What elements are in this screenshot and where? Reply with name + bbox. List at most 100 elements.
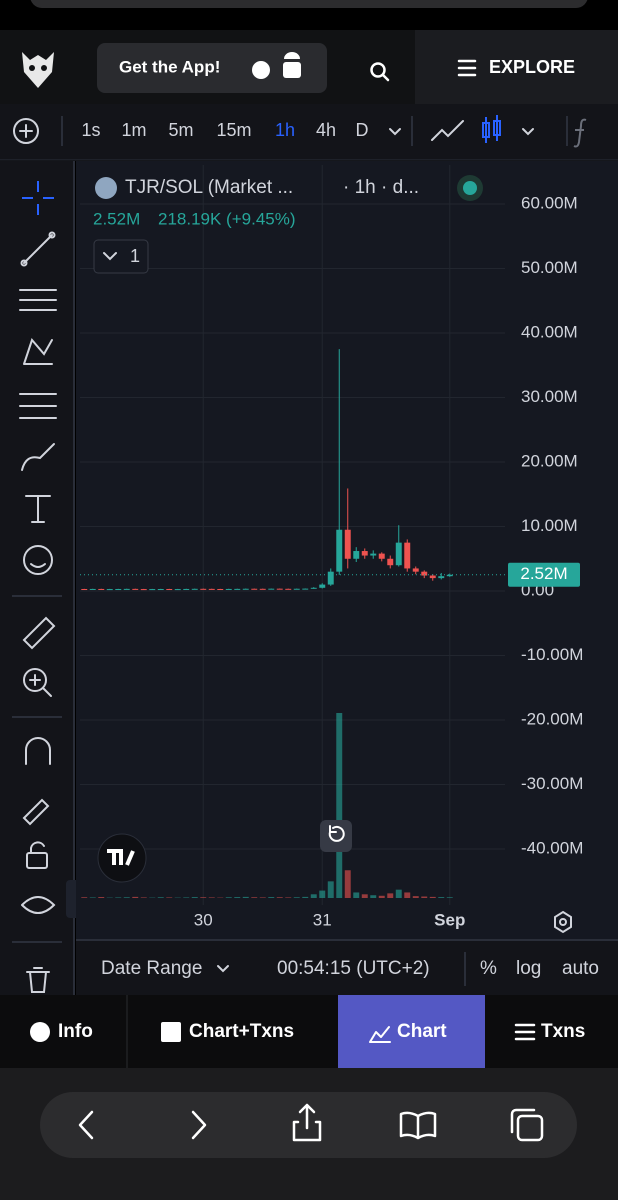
chevron: [217, 965, 229, 973]
share-button[interactable]: [292, 1103, 322, 1142]
search-icon[interactable]: [370, 62, 390, 82]
volume-bar: [446, 897, 453, 898]
volume-bar: [378, 895, 385, 898]
interval-button[interactable]: 1s: [81, 120, 100, 140]
volume-bar: [310, 894, 317, 898]
fib-tool[interactable]: [19, 289, 57, 311]
indicators-toggle[interactable]: [93, 239, 149, 274]
date-range[interactable]: Date Range: [101, 958, 202, 979]
y-tick-label: -10.00M: [521, 645, 583, 664]
bookmarks-button[interactable]: [399, 1111, 437, 1140]
interval-button[interactable]: 4h: [316, 120, 336, 140]
volume-bar: [438, 897, 445, 898]
magnet-tool[interactable]: [25, 737, 51, 765]
pattern-tool[interactable]: [23, 338, 53, 365]
interval-dropdown[interactable]: [389, 128, 401, 136]
legend-change: 218.19K (+9.45%): [158, 209, 296, 228]
chart-txns-icon: [161, 1022, 181, 1042]
candle-body: [234, 588, 241, 590]
volume-bar: [361, 894, 368, 898]
line-style-icon[interactable]: [431, 120, 464, 141]
volume-bar: [293, 897, 300, 898]
add-indicator[interactable]: [13, 118, 39, 144]
candle-body: [132, 588, 139, 590]
zoom-tool[interactable]: [23, 668, 52, 697]
y-tick-label: 40.00M: [521, 323, 578, 342]
candle-body: [319, 584, 326, 588]
interval-button[interactable]: 1h: [275, 120, 295, 140]
get-app-button[interactable]: [97, 43, 327, 93]
candle-style-icon[interactable]: [482, 115, 501, 143]
volume-bar: [157, 897, 164, 898]
y-tick-label: -40.00M: [521, 838, 583, 857]
explore-button[interactable]: [415, 30, 618, 104]
get-app-label: Get the App!: [119, 57, 220, 76]
token-avatar: [95, 177, 117, 199]
candle-body: [217, 589, 224, 591]
volume-bar: [98, 897, 105, 898]
volume-bar: [395, 889, 402, 898]
tab[interactable]: Txns: [541, 1021, 585, 1042]
android-icon-head: [284, 52, 300, 59]
forecast-tool[interactable]: [19, 393, 57, 419]
candle-body: [404, 542, 411, 569]
interval-button[interactable]: 15m: [216, 120, 251, 140]
tradingview-logo: [97, 833, 147, 883]
log-toggle[interactable]: log: [516, 958, 541, 979]
crosshair-tool[interactable]: [22, 181, 54, 215]
candle-body: [310, 587, 317, 589]
interval-button[interactable]: D: [356, 120, 369, 140]
delete-tool[interactable]: [26, 967, 50, 993]
y-tick-label: -20.00M: [521, 710, 583, 729]
status-dot: [463, 181, 477, 195]
ruler-tool[interactable]: [22, 616, 56, 650]
candle-body: [421, 571, 428, 576]
tab[interactable]: Chart+Txns: [189, 1021, 294, 1042]
back-button[interactable]: [78, 1110, 94, 1140]
tab[interactable]: Info: [58, 1021, 93, 1042]
tabs-button[interactable]: [510, 1108, 544, 1142]
candle-body: [429, 575, 436, 579]
candle-body: [285, 588, 292, 590]
volume-bar: [353, 892, 360, 898]
legend-price: 2.52M: [93, 209, 140, 228]
brush-tool[interactable]: [21, 443, 55, 471]
lock-drawings-tool[interactable]: [22, 798, 50, 826]
candle-body: [115, 589, 122, 591]
volume-bar: [132, 896, 139, 898]
tab[interactable]: Chart: [397, 1021, 447, 1042]
y-tick-label: 30.00M: [521, 387, 578, 406]
chevron: [103, 252, 117, 261]
volume-bar: [191, 897, 198, 898]
emoji-tool[interactable]: [23, 545, 53, 575]
style-dropdown[interactable]: [522, 128, 534, 136]
percent-toggle[interactable]: %: [480, 958, 497, 979]
candle-body: [242, 588, 249, 590]
trend-line-tool[interactable]: [20, 231, 56, 267]
candle-body: [140, 589, 147, 591]
formula-icon[interactable]: [573, 118, 587, 148]
reset-chart-button[interactable]: [320, 820, 352, 852]
indicators-count: 1: [130, 246, 140, 266]
volume-bar: [89, 897, 96, 898]
volume-bar: [200, 897, 207, 898]
interval-button[interactable]: 5m: [168, 120, 193, 140]
candle-body: [378, 553, 385, 559]
volume-bar: [387, 893, 394, 898]
text-tool[interactable]: [25, 495, 51, 523]
android-icon: [283, 62, 301, 78]
settings-icon[interactable]: [554, 910, 572, 934]
candle-body: [225, 588, 232, 590]
interval-button[interactable]: 1m: [121, 120, 146, 140]
candle-body: [370, 553, 377, 556]
x-tick-label: 31: [313, 910, 332, 929]
chart-footer: [76, 941, 618, 995]
logo[interactable]: [22, 52, 54, 88]
visibility-tool[interactable]: [21, 896, 56, 914]
volume-bar: [412, 896, 419, 898]
y-tick-label: 60.00M: [521, 194, 578, 213]
auto-toggle[interactable]: auto: [562, 958, 599, 979]
lock-tool[interactable]: [26, 841, 48, 869]
forward-button[interactable]: [191, 1110, 207, 1140]
candle-body: [361, 551, 368, 556]
